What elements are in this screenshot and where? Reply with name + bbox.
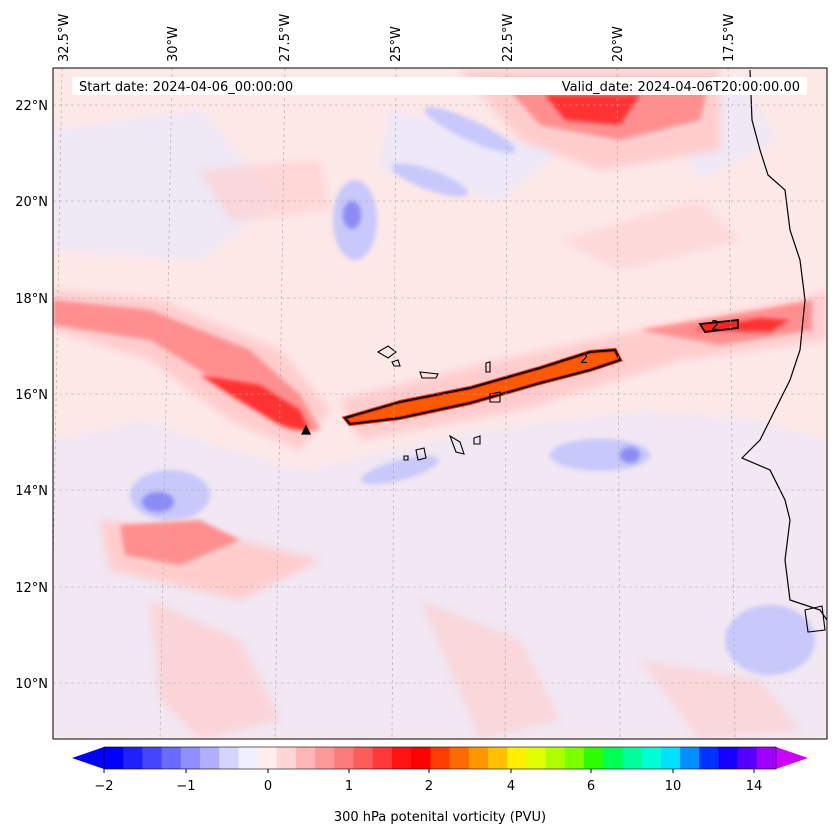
- colorbar-bin: [488, 747, 508, 769]
- colorbar-tick-label: 14: [746, 779, 763, 794]
- header-box: [72, 77, 807, 95]
- lat-label-18n: 18°N: [15, 292, 48, 307]
- colorbar-tick-label: 0: [264, 779, 272, 794]
- colorbar: −2 −1 0 1 2 4 6 10 14 300 hPa potenital …: [72, 746, 808, 825]
- colorbar-bin: [718, 747, 739, 769]
- colorbar-tick-label: 10: [665, 779, 682, 794]
- map-frame: [52, 67, 828, 740]
- colorbar-bin: [603, 747, 623, 769]
- colorbar-bin: [507, 747, 527, 769]
- colorbar-bin: [584, 747, 604, 769]
- colorbar-bin: [372, 747, 393, 769]
- colorbar-bin: [564, 747, 585, 769]
- blue-cores: [142, 201, 640, 512]
- islands: [376, 345, 826, 633]
- colorbar-over-arrow: [776, 747, 808, 769]
- colorbar-bin: [142, 747, 163, 769]
- colorbar-bin: [161, 747, 182, 769]
- colorbar-bin: [680, 747, 700, 769]
- colorbar-tick-label: 1: [345, 779, 353, 794]
- colorbar-under-arrow: [72, 747, 104, 769]
- colorbar-bin: [392, 747, 412, 769]
- colorbar-bin: [449, 747, 470, 769]
- lat-label-10n: 10°N: [15, 677, 48, 692]
- colorbar-bin: [756, 747, 777, 769]
- lon-label-22-5w: 22.5°W: [501, 14, 516, 62]
- lon-label-27-5w: 27.5°W: [278, 14, 293, 62]
- lon-label-17-5w: 17.5°W: [722, 14, 737, 62]
- colorbar-bin: [737, 747, 758, 769]
- colorbar-bin: [123, 747, 143, 769]
- pv-field: [53, 68, 827, 739]
- colorbar-bin: [219, 747, 239, 769]
- triangle-marker: ▲: [301, 422, 311, 437]
- colorbar-bins: [104, 747, 777, 769]
- start-date-label: Start date: 2024-04-06_00:00:00: [79, 80, 293, 95]
- lat-label-14n: 14°N: [15, 484, 48, 499]
- colorbar-bin: [104, 747, 124, 769]
- colorbar-ticks: [103, 769, 755, 773]
- colorbar-bin: [257, 747, 278, 769]
- colorbar-bin: [276, 747, 297, 769]
- colorbar-bin: [430, 747, 451, 769]
- colorbar-bin: [315, 747, 335, 769]
- lon-label-32-5w: 32.5°W: [57, 14, 72, 62]
- african-coastline: [740, 69, 827, 621]
- graticule: [53, 68, 827, 739]
- lon-label-30w: 30°W: [166, 26, 181, 62]
- valid-date-label: Valid_date: 2024-04-06T20:00:00.00: [562, 80, 800, 95]
- colorbar-tick-label: −1: [176, 779, 195, 794]
- colorbar-bin: [200, 747, 220, 769]
- colorbar-tick-label: 2: [425, 779, 433, 794]
- colorbar-bin: [660, 747, 681, 769]
- colorbar-bin: [526, 747, 547, 769]
- colorbar-bin: [296, 747, 316, 769]
- colorbar-bin: [411, 747, 431, 769]
- contour-label-2: 2: [580, 352, 588, 367]
- colorbar-tick-label: 4: [507, 779, 515, 794]
- colorbar-bin: [468, 747, 489, 769]
- pv-2-contour: [343, 348, 622, 426]
- colorbar-bin: [699, 747, 719, 769]
- colorbar-bin: [545, 747, 566, 769]
- lon-label-20w: 20°W: [611, 26, 626, 62]
- lat-label-12n: 12°N: [15, 581, 48, 596]
- colorbar-tick-label: −2: [94, 779, 113, 794]
- lat-label-20n: 20°N: [15, 195, 48, 210]
- colorbar-bin: [641, 747, 662, 769]
- colorbar-bin: [180, 747, 201, 769]
- colorbar-tick-label: 6: [587, 779, 595, 794]
- colorbar-bin: [353, 747, 374, 769]
- lat-label-22n: 22°N: [15, 99, 48, 114]
- colorbar-title: 300 hPa potenital vorticity (PVU): [334, 810, 546, 825]
- contour-label-2-east: 2: [711, 319, 719, 334]
- lon-label-25w: 25°W: [389, 26, 404, 62]
- colorbar-frame: [103, 746, 777, 770]
- blue-blobs: [130, 107, 815, 675]
- colorbar-bin: [238, 747, 259, 769]
- lat-label-16n: 16°N: [15, 388, 48, 403]
- colorbar-bin: [334, 747, 355, 769]
- colorbar-bin: [622, 747, 643, 769]
- pv-2-contour-east: [698, 319, 739, 333]
